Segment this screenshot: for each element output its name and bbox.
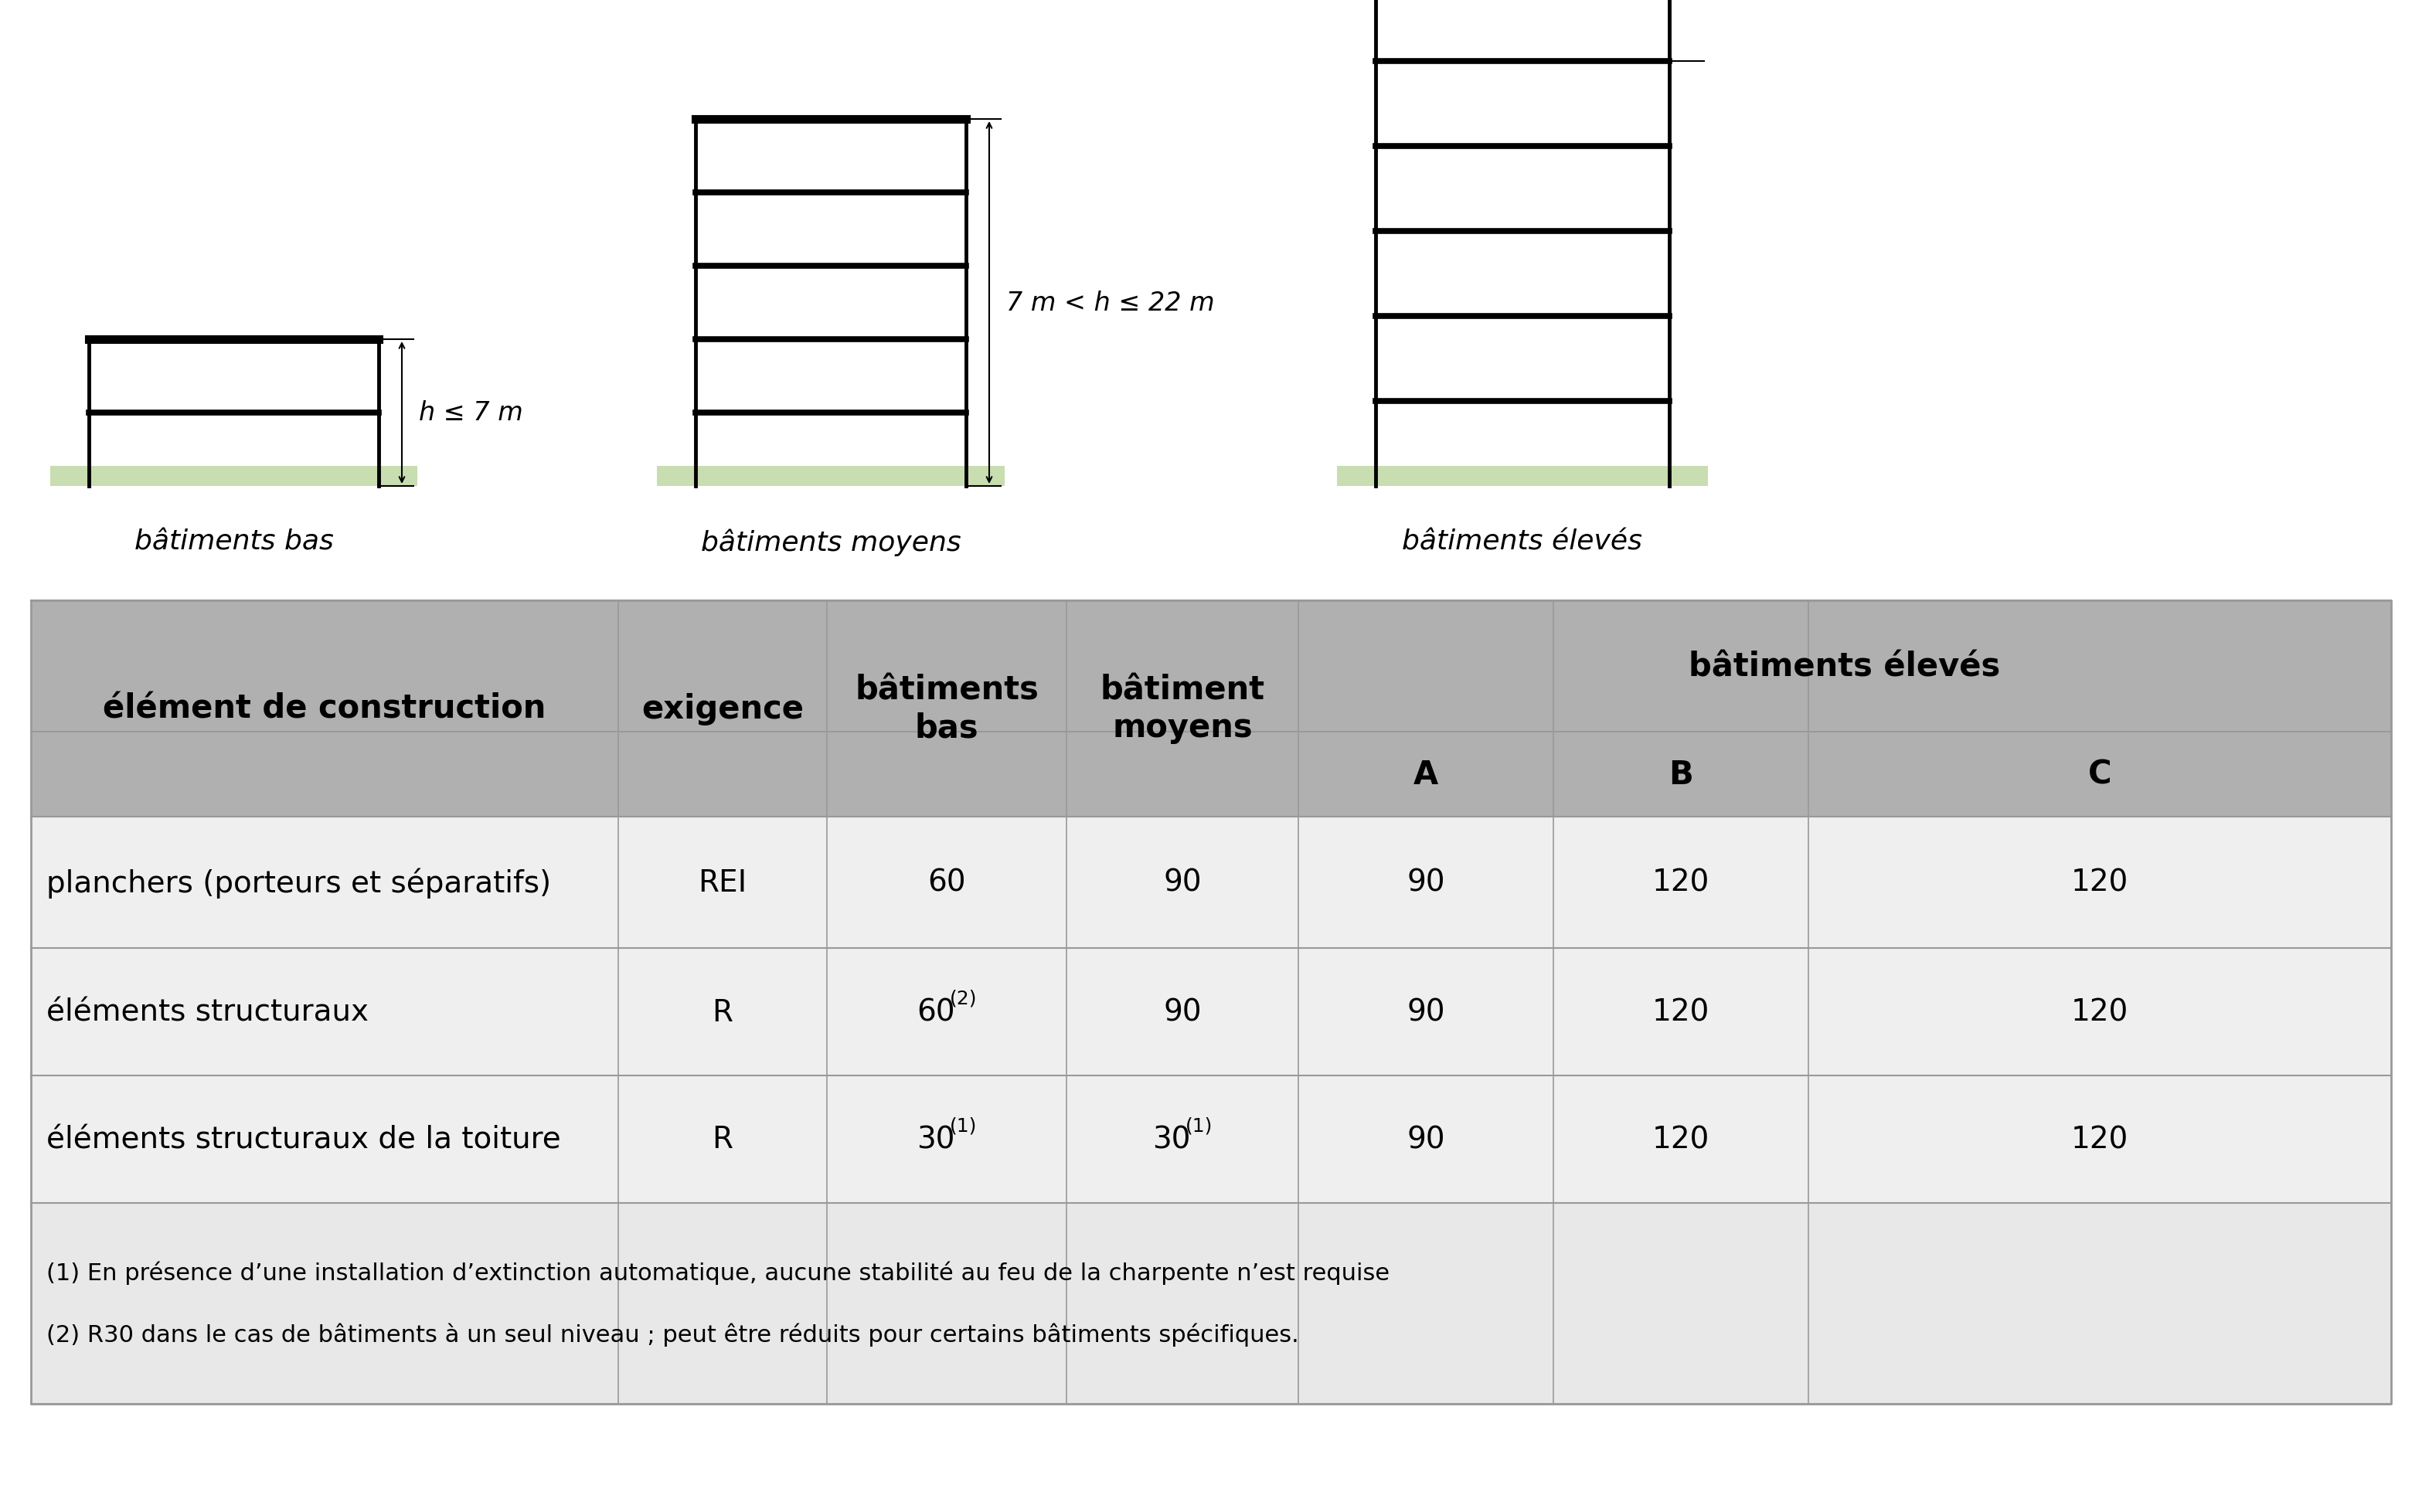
Bar: [31, 1075, 2391, 1204]
Text: (2) R30 dans le cas de bâtiments à un seul niveau ; peut être réduits pour certa: (2) R30 dans le cas de bâtiments à un se…: [46, 1323, 1298, 1346]
Text: C: C: [2088, 759, 2112, 791]
Bar: [51, 466, 417, 487]
Text: R: R: [712, 998, 734, 1027]
Text: 120: 120: [2071, 998, 2129, 1027]
Text: bâtiments moyens: bâtiments moyens: [700, 529, 962, 556]
Text: 90: 90: [1407, 1125, 1446, 1154]
Text: B: B: [1669, 759, 1693, 791]
Text: 120: 120: [1652, 868, 1710, 897]
Text: planchers (porteurs et séparatifs): planchers (porteurs et séparatifs): [46, 868, 552, 898]
Bar: [656, 466, 1005, 487]
Text: bâtiments bas: bâtiments bas: [133, 529, 334, 555]
Text: bâtiments élevés: bâtiments élevés: [1688, 650, 2001, 682]
Bar: [1337, 466, 1708, 487]
Text: 30: 30: [918, 1125, 954, 1154]
Text: 60: 60: [916, 998, 954, 1027]
Text: 60: 60: [928, 868, 966, 897]
Bar: [31, 816, 2391, 948]
Text: élément de construction: élément de construction: [104, 692, 545, 726]
Text: (1): (1): [1187, 1116, 1213, 1136]
Text: 120: 120: [1652, 998, 1710, 1027]
Text: R: R: [712, 1125, 734, 1154]
Text: 120: 120: [2071, 1125, 2129, 1154]
Text: 90: 90: [1407, 998, 1446, 1027]
Bar: [31, 600, 2391, 1403]
Text: 90: 90: [1407, 868, 1446, 897]
Text: A: A: [1414, 759, 1439, 791]
Text: REI: REI: [698, 868, 746, 897]
Text: bâtiments élevés: bâtiments élevés: [1402, 529, 1642, 555]
Text: 120: 120: [2071, 868, 2129, 897]
Text: éléments structuraux: éléments structuraux: [46, 998, 368, 1027]
Text: exigence: exigence: [642, 692, 804, 726]
Bar: [31, 1204, 2391, 1403]
Text: 30: 30: [1153, 1125, 1192, 1154]
Text: (1): (1): [949, 1116, 978, 1136]
Bar: [31, 600, 2391, 816]
Text: 120: 120: [1652, 1125, 1710, 1154]
Text: bâtiments
bas: bâtiments bas: [855, 674, 1039, 744]
Text: h ≤ 7 m: h ≤ 7 m: [419, 401, 523, 426]
Text: éléments structuraux de la toiture: éléments structuraux de la toiture: [46, 1125, 562, 1154]
Text: bâtiment
moyens: bâtiment moyens: [1100, 674, 1264, 744]
Text: (2): (2): [949, 989, 978, 1007]
Text: 7 m < h ≤ 22 m: 7 m < h ≤ 22 m: [1005, 290, 1213, 316]
Text: 90: 90: [1163, 998, 1201, 1027]
Text: (1) En présence d’une installation d’extinction automatique, aucune stabilité au: (1) En présence d’une installation d’ext…: [46, 1261, 1390, 1284]
Bar: [31, 948, 2391, 1075]
Text: 90: 90: [1163, 868, 1201, 897]
